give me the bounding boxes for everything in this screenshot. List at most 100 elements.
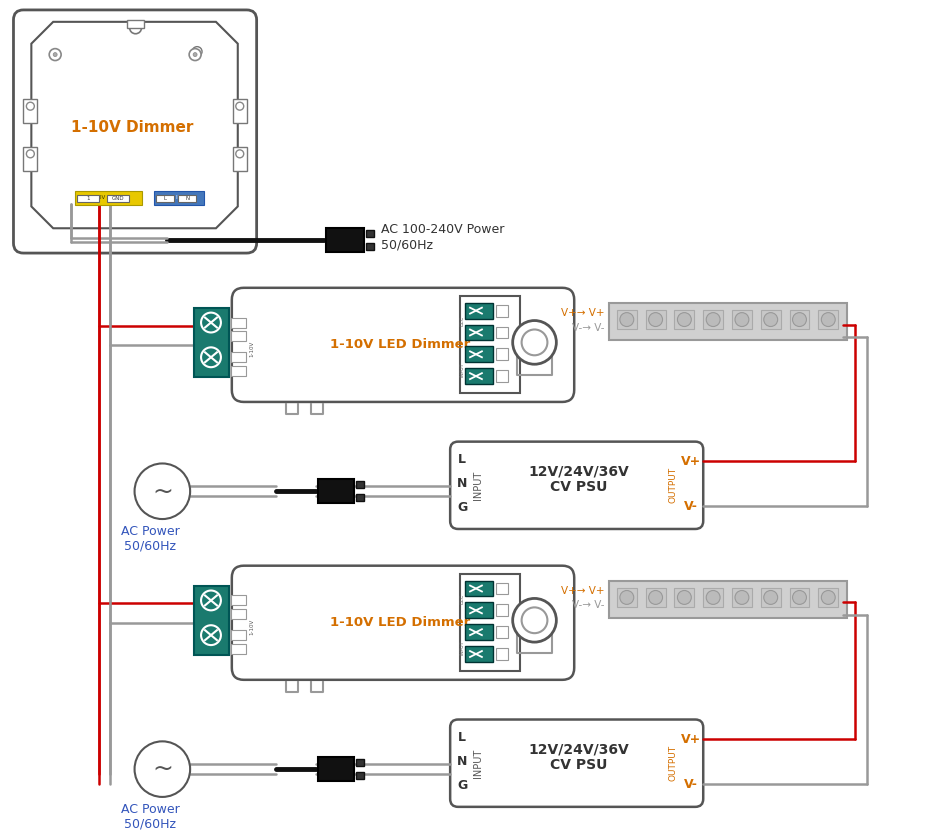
Bar [703,587,723,607]
Bar [24,147,38,171]
Bar [609,581,847,618]
Circle shape [706,312,720,327]
Text: 1-10V Dimmer: 1-10V Dimmer [72,119,194,135]
Text: GND: GND [111,196,124,201]
Bar [703,310,723,330]
Bar [819,310,838,330]
Bar [496,605,508,616]
Bar [465,602,493,618]
Bar [231,631,246,640]
Bar [460,574,519,671]
Bar [232,99,247,123]
Text: INPUT: INPUT [473,471,483,500]
Bar [675,587,694,607]
Circle shape [26,150,34,157]
Text: 1-10V: 1-10V [249,342,254,357]
Bar [106,195,129,202]
Bar [366,230,374,237]
Bar [789,310,809,330]
Circle shape [135,741,190,797]
FancyBboxPatch shape [450,720,703,807]
Circle shape [764,591,777,605]
Circle shape [735,312,749,327]
Bar [460,296,519,393]
Circle shape [678,312,692,327]
Bar [496,626,508,638]
Circle shape [26,102,34,110]
Bar [465,302,493,318]
Text: OUTPUT: OUTPUT [669,746,678,781]
Bar [366,243,374,250]
Polygon shape [31,22,238,228]
Circle shape [54,52,57,57]
Bar [327,228,364,252]
Text: 1: 1 [87,196,89,201]
Circle shape [189,48,201,61]
Text: N: N [457,476,468,490]
Circle shape [201,591,221,611]
Text: AC INPUT: AC INPUT [167,196,192,201]
Text: V-: V- [684,500,698,512]
Text: DEC: DEC [459,316,465,326]
Bar [617,587,637,607]
Text: INPUT: INPUT [473,749,483,778]
Text: L: L [458,731,466,744]
Circle shape [735,591,749,605]
Circle shape [620,591,633,605]
Bar [465,646,493,662]
Text: 1-10V OUTPUT: 1-10V OUTPUT [88,196,129,201]
Text: L: L [164,196,167,201]
Text: 1-10V LED Dimmer: 1-10V LED Dimmer [330,616,470,629]
Text: 12V/24V/36V
CV PSU: 12V/24V/36V CV PSU [529,464,630,495]
Text: V-→ V-: V-→ V- [572,322,605,332]
Bar [318,479,354,503]
Bar [732,310,752,330]
Text: V+→ V+: V+→ V+ [562,586,605,596]
Text: L: L [458,453,466,466]
Bar [156,195,174,202]
Circle shape [648,591,662,605]
Circle shape [792,591,806,605]
Circle shape [192,47,202,57]
Bar [356,494,364,501]
Circle shape [130,22,141,34]
Bar [154,191,204,206]
Bar [356,759,364,766]
Bar [231,610,246,619]
Bar [231,352,246,362]
Bar [609,302,847,341]
Text: V+→ V+: V+→ V+ [562,307,605,317]
Bar [318,757,354,781]
Text: OUTPUT: OUTPUT [669,467,678,503]
Circle shape [513,321,556,364]
Bar [231,644,246,654]
Bar [24,99,38,123]
Circle shape [201,312,221,332]
Text: INPUT: INPUT [459,363,465,377]
FancyBboxPatch shape [13,10,257,253]
Bar [496,648,508,660]
Bar [496,348,508,360]
Circle shape [236,102,244,110]
Bar [465,347,493,362]
Bar [231,596,246,606]
Circle shape [513,598,556,642]
Circle shape [193,52,197,57]
Bar [496,582,508,595]
Bar [465,581,493,596]
Text: G: G [457,501,467,514]
Circle shape [648,312,662,327]
Bar [356,481,364,488]
FancyBboxPatch shape [231,288,574,402]
Bar [231,332,246,342]
Bar [465,325,493,341]
Bar [465,368,493,384]
Bar [127,20,145,27]
Bar [496,370,508,382]
Bar [760,587,781,607]
Text: V+: V+ [681,733,701,746]
Text: INPUT: INPUT [459,641,465,656]
Bar [496,305,508,317]
Circle shape [521,330,548,356]
Bar [617,310,637,330]
